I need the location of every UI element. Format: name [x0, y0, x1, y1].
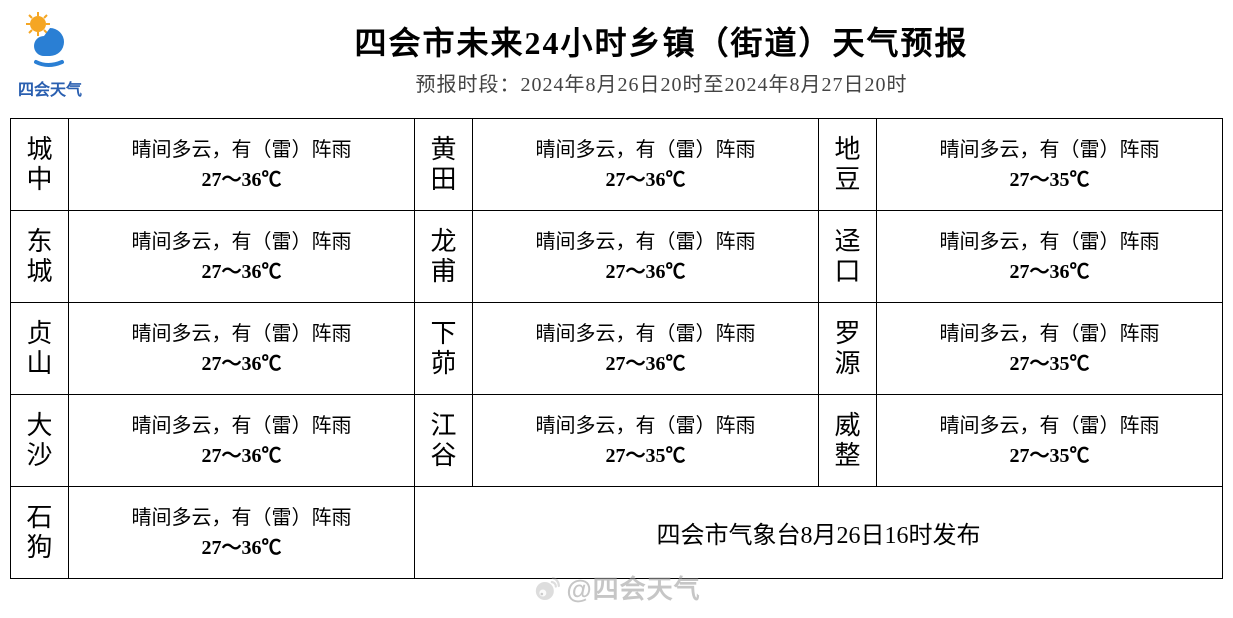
- table-row: 大沙晴间多云，有（雷）阵雨27～36℃江谷晴间多云，有（雷）阵雨27～35℃威整…: [11, 395, 1223, 487]
- town-forecast: 晴间多云，有（雷）阵雨27～35℃: [877, 119, 1223, 211]
- town-name: 东城: [11, 211, 69, 303]
- town-forecast: 晴间多云，有（雷）阵雨27～35℃: [877, 303, 1223, 395]
- town-forecast: 晴间多云，有（雷）阵雨27～36℃: [877, 211, 1223, 303]
- town-forecast: 晴间多云，有（雷）阵雨27～36℃: [473, 303, 819, 395]
- forecast-desc: 晴间多云，有（雷）阵雨: [473, 227, 818, 257]
- forecast-sheet: 四会天气 四会市未来24小时乡镇（街道）天气预报 预报时段：2024年8月26日…: [0, 0, 1233, 618]
- forecast-desc: 晴间多云，有（雷）阵雨: [69, 227, 414, 257]
- forecast-desc: 晴间多云，有（雷）阵雨: [473, 411, 818, 441]
- forecast-temp: 27～36℃: [69, 533, 414, 563]
- town-forecast: 晴间多云，有（雷）阵雨27～36℃: [69, 211, 415, 303]
- forecast-desc: 晴间多云，有（雷）阵雨: [473, 135, 818, 165]
- town-forecast: 晴间多云，有（雷）阵雨27～36℃: [69, 487, 415, 579]
- forecast-desc: 晴间多云，有（雷）阵雨: [473, 319, 818, 349]
- town-name: 黄田: [415, 119, 473, 211]
- table-row: 石狗晴间多云，有（雷）阵雨27～36℃四会市气象台8月26日16时发布: [11, 487, 1223, 579]
- forecast-temp: 27～36℃: [473, 165, 818, 195]
- forecast-desc: 晴间多云，有（雷）阵雨: [69, 411, 414, 441]
- town-forecast: 晴间多云，有（雷）阵雨27～36℃: [473, 119, 819, 211]
- town-name: 龙甫: [415, 211, 473, 303]
- forecast-desc: 晴间多云，有（雷）阵雨: [877, 411, 1222, 441]
- forecast-temp: 27～36℃: [877, 257, 1222, 287]
- town-name: 罗源: [819, 303, 877, 395]
- forecast-desc: 晴间多云，有（雷）阵雨: [877, 227, 1222, 257]
- town-name: 石狗: [11, 487, 69, 579]
- town-forecast: 晴间多云，有（雷）阵雨27～36℃: [473, 211, 819, 303]
- weather-logo-icon: [18, 10, 82, 74]
- forecast-temp: 27～36℃: [69, 441, 414, 471]
- town-name: 江谷: [415, 395, 473, 487]
- town-forecast: 晴间多云，有（雷）阵雨27～35℃: [877, 395, 1223, 487]
- town-forecast: 晴间多云，有（雷）阵雨27～36℃: [69, 303, 415, 395]
- table-row: 城中晴间多云，有（雷）阵雨27～36℃黄田晴间多云，有（雷）阵雨27～36℃地豆…: [11, 119, 1223, 211]
- forecast-temp: 27～36℃: [69, 257, 414, 287]
- page-title: 四会市未来24小时乡镇（街道）天气预报: [100, 18, 1223, 64]
- forecast-temp: 27～35℃: [473, 441, 818, 471]
- town-name: 城中: [11, 119, 69, 211]
- forecast-desc: 晴间多云，有（雷）阵雨: [69, 319, 414, 349]
- table-row: 贞山晴间多云，有（雷）阵雨27～36℃下茆晴间多云，有（雷）阵雨27～36℃罗源…: [11, 303, 1223, 395]
- town-name: 迳口: [819, 211, 877, 303]
- logo-text: 四会天气: [10, 76, 90, 100]
- forecast-temp: 27～36℃: [69, 349, 414, 379]
- town-forecast: 晴间多云，有（雷）阵雨27～36℃: [69, 395, 415, 487]
- town-name: 下茆: [415, 303, 473, 395]
- forecast-desc: 晴间多云，有（雷）阵雨: [69, 135, 414, 165]
- forecast-desc: 晴间多云，有（雷）阵雨: [69, 503, 414, 533]
- forecast-period: 预报时段：2024年8月26日20时至2024年8月27日20时: [100, 68, 1223, 97]
- forecast-desc: 晴间多云，有（雷）阵雨: [877, 319, 1222, 349]
- town-forecast: 晴间多云，有（雷）阵雨27～35℃: [473, 395, 819, 487]
- town-name: 贞山: [11, 303, 69, 395]
- forecast-desc: 晴间多云，有（雷）阵雨: [877, 135, 1222, 165]
- logo: 四会天气: [10, 10, 90, 100]
- town-name: 威整: [819, 395, 877, 487]
- forecast-temp: 27～35℃: [877, 165, 1222, 195]
- town-name: 大沙: [11, 395, 69, 487]
- town-name: 地豆: [819, 119, 877, 211]
- forecast-table: 城中晴间多云，有（雷）阵雨27～36℃黄田晴间多云，有（雷）阵雨27～36℃地豆…: [10, 118, 1223, 579]
- table-row: 东城晴间多云，有（雷）阵雨27～36℃龙甫晴间多云，有（雷）阵雨27～36℃迳口…: [11, 211, 1223, 303]
- forecast-temp: 27～36℃: [69, 165, 414, 195]
- forecast-temp: 27～35℃: [877, 441, 1222, 471]
- issue-info: 四会市气象台8月26日16时发布: [415, 487, 1223, 579]
- forecast-temp: 27～36℃: [473, 349, 818, 379]
- town-forecast: 晴间多云，有（雷）阵雨27～36℃: [69, 119, 415, 211]
- forecast-temp: 27～36℃: [473, 257, 818, 287]
- forecast-temp: 27～35℃: [877, 349, 1222, 379]
